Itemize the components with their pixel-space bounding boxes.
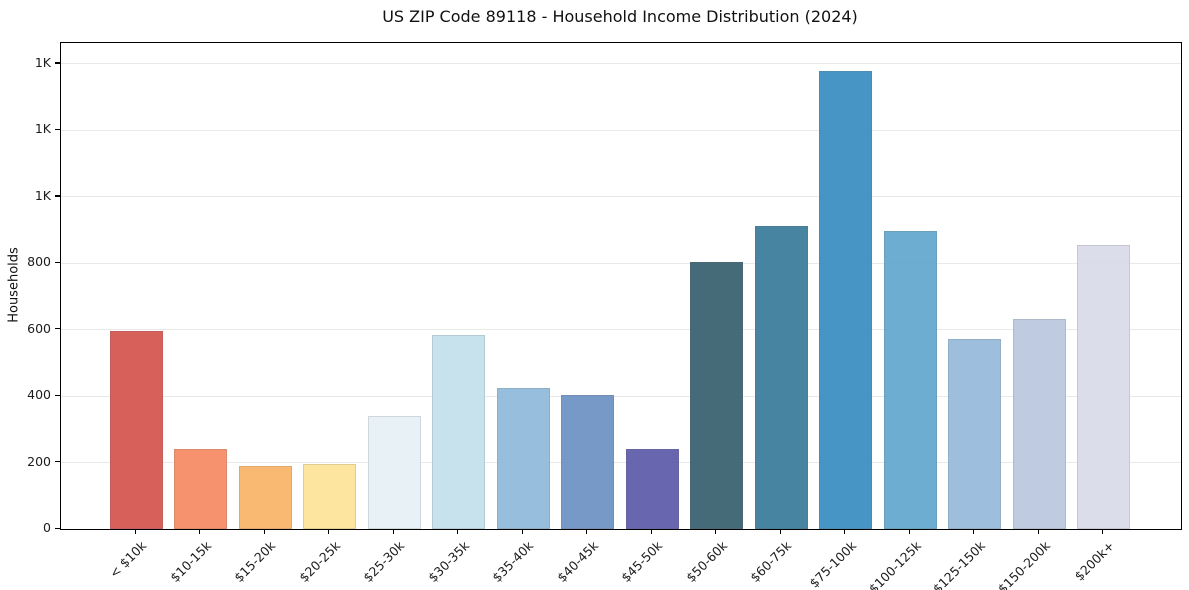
x-tick-label: $100-125k <box>865 538 924 590</box>
x-tick-mark <box>328 529 330 534</box>
x-tick-mark <box>1102 529 1104 534</box>
bar <box>1077 244 1130 529</box>
bar <box>496 387 550 529</box>
bar <box>303 463 356 529</box>
x-tick-label: $30-35k <box>425 538 473 586</box>
x-tick-label: $25-30k <box>360 538 408 586</box>
x-tick-mark <box>457 529 459 534</box>
gridline <box>61 329 1181 331</box>
gridline <box>61 63 1181 65</box>
x-tick-label: < $10k <box>106 538 150 581</box>
y-tick-label: 1K <box>34 121 51 137</box>
x-tick-label: $50-60k <box>683 538 731 586</box>
gridline <box>61 196 1181 198</box>
y-tick-label: 800 <box>27 254 51 270</box>
y-tick-mark <box>55 394 60 396</box>
gridline <box>61 129 1181 131</box>
x-tick-label: $45-50k <box>618 538 666 586</box>
y-tick-label: 1K <box>34 54 51 70</box>
bar <box>690 261 743 529</box>
y-tick-mark <box>55 261 60 264</box>
x-tick-mark <box>650 529 652 534</box>
bar <box>109 331 163 529</box>
y-tick-label: 400 <box>27 387 51 403</box>
x-tick-mark <box>1037 529 1039 534</box>
bar <box>948 339 1001 529</box>
bar <box>238 466 292 529</box>
x-tick-label: $150-200k <box>994 538 1053 590</box>
x-tick-label: $75-100k <box>806 538 860 590</box>
bar <box>432 335 485 529</box>
y-tick-mark <box>55 527 60 529</box>
x-tick-mark <box>199 529 201 534</box>
x-tick-mark <box>586 529 588 534</box>
y-tick-label: 200 <box>27 453 51 469</box>
bar <box>561 395 614 529</box>
bar <box>819 70 872 529</box>
gridline <box>61 462 1181 464</box>
chart-title: US ZIP Code 89118 - Household Income Dis… <box>382 7 858 26</box>
plot-area <box>60 42 1182 530</box>
bar <box>754 225 808 529</box>
x-tick-mark <box>779 529 781 534</box>
x-tick-mark <box>263 529 265 534</box>
bar <box>174 449 227 529</box>
y-tick-label: 600 <box>27 320 51 336</box>
x-tick-mark <box>908 529 910 534</box>
x-tick-mark <box>134 529 136 534</box>
y-tick-mark <box>55 128 60 131</box>
bar <box>367 416 421 529</box>
x-tick-label: $40-45k <box>554 538 602 586</box>
y-tick-mark <box>55 195 60 197</box>
x-tick-mark <box>715 529 717 534</box>
x-tick-label: $125-150k <box>929 538 989 590</box>
x-tick-mark <box>521 529 523 534</box>
x-tick-label: $15-20k <box>231 538 279 586</box>
x-tick-label: $35-40k <box>489 538 537 586</box>
bar <box>625 449 679 529</box>
y-tick-mark <box>55 461 60 463</box>
x-tick-label: $10-15k <box>167 538 215 586</box>
x-tick-mark <box>392 529 394 534</box>
x-tick-label: $60-75k <box>747 538 795 586</box>
x-tick-label: $20-25k <box>296 538 344 586</box>
bar <box>1012 319 1066 529</box>
y-tick-mark <box>55 62 60 64</box>
y-tick-label: 0 <box>43 520 51 535</box>
gridline <box>61 262 1181 264</box>
x-tick-label: $200k+ <box>1071 538 1118 584</box>
y-tick-label: 1K <box>34 187 51 203</box>
gridline <box>61 395 1181 397</box>
x-tick-mark <box>844 529 846 534</box>
x-tick-mark <box>973 529 975 534</box>
bar <box>883 230 937 529</box>
y-tick-mark <box>55 328 60 330</box>
